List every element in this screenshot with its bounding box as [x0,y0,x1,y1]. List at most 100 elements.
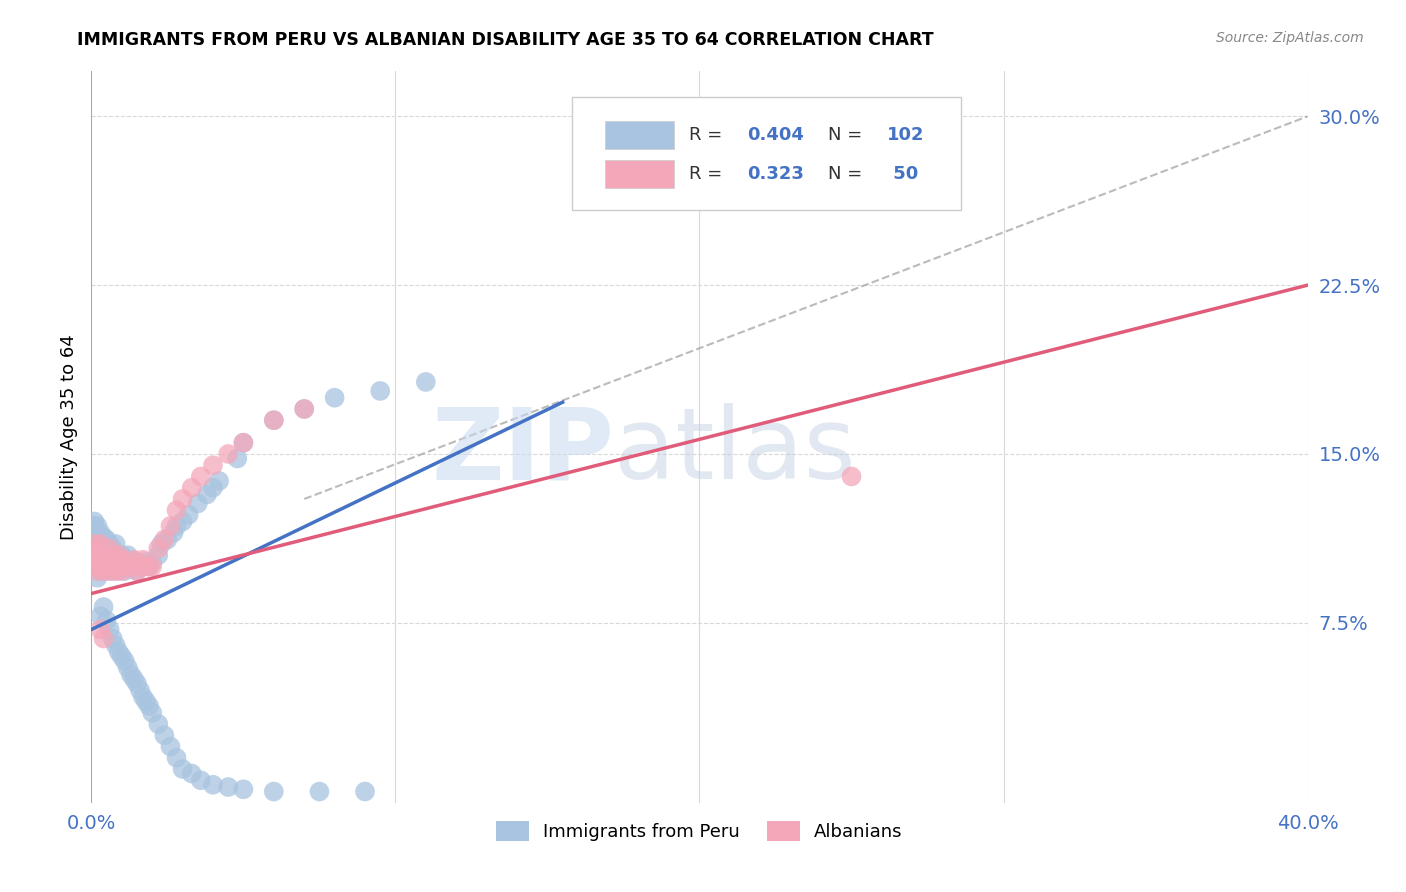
Point [202,778,225,792]
Point [138,699,160,714]
Point [202,458,225,473]
Text: 0.323: 0.323 [747,165,804,183]
Point [86,533,108,547]
Point [89,609,111,624]
Text: R =: R = [689,126,727,144]
Point [153,533,176,547]
Point [841,469,863,483]
Y-axis label: Disability Age 35 to 64: Disability Age 35 to 64 [59,334,77,540]
Point [104,559,127,574]
Text: R =: R = [689,165,727,183]
Point [129,683,152,698]
Point [232,435,254,450]
Text: IMMIGRANTS FROM PERU VS ALBANIAN DISABILITY AGE 35 TO 64 CORRELATION CHART: IMMIGRANTS FROM PERU VS ALBANIAN DISABIL… [77,31,934,49]
Point [98,541,121,556]
Text: Source: ZipAtlas.com: Source: ZipAtlas.com [1216,31,1364,45]
Point [122,553,145,567]
Point [166,519,188,533]
Point [104,537,127,551]
Point [125,676,148,690]
Point [114,559,136,574]
Point [83,548,105,562]
Point [86,559,108,574]
Text: 50: 50 [887,165,918,183]
Point [89,548,111,562]
Point [217,447,239,461]
Point [93,632,115,646]
Point [166,751,188,765]
Point [98,548,121,562]
Point [190,469,212,483]
Point [89,555,111,569]
Point [132,559,155,574]
Point [89,623,111,637]
Text: atlas: atlas [614,403,856,500]
Point [101,559,124,574]
Point [96,546,118,560]
Point [86,571,108,585]
Point [83,525,105,540]
Point [129,559,152,574]
Point [111,548,134,562]
Point [93,553,115,567]
Point [98,553,121,567]
Point [156,533,179,547]
Point [101,632,124,646]
Point [104,564,127,578]
Point [141,555,163,569]
Point [86,548,108,562]
Point [120,559,142,574]
Point [86,564,108,578]
Point [292,401,315,416]
Point [107,548,129,562]
Point [104,553,127,567]
Point [120,667,142,681]
Point [86,541,108,556]
Point [83,541,105,556]
Point [308,784,330,798]
Point [135,694,157,708]
Point [172,491,194,506]
Point [148,548,170,562]
Point [93,564,115,578]
Point [96,548,118,562]
Point [107,645,129,659]
Point [98,564,121,578]
Point [172,762,194,776]
Point [117,548,139,562]
Point [217,780,239,794]
Point [129,559,152,574]
Point [187,496,209,510]
Point [83,559,105,574]
Point [208,474,231,488]
Point [93,541,115,556]
Point [83,515,105,529]
Legend: Immigrants from Peru, Albanians: Immigrants from Peru, Albanians [489,814,910,848]
Point [107,564,129,578]
Text: N =: N = [828,126,869,144]
Point [135,559,157,574]
Point [202,481,225,495]
Point [83,559,105,574]
Point [292,401,315,416]
Point [180,481,202,495]
Point [89,564,111,578]
Point [263,784,285,798]
Text: 0.404: 0.404 [747,126,804,144]
FancyBboxPatch shape [572,97,960,211]
Point [83,553,105,567]
Point [93,530,115,544]
Point [101,548,124,562]
Point [195,487,218,501]
Point [153,728,176,742]
Point [107,559,129,574]
Point [83,533,105,547]
Point [83,519,105,533]
Point [132,690,155,704]
Point [162,525,184,540]
Point [125,564,148,578]
Point [132,553,155,567]
Point [135,555,157,569]
Point [89,537,111,551]
Point [117,555,139,569]
